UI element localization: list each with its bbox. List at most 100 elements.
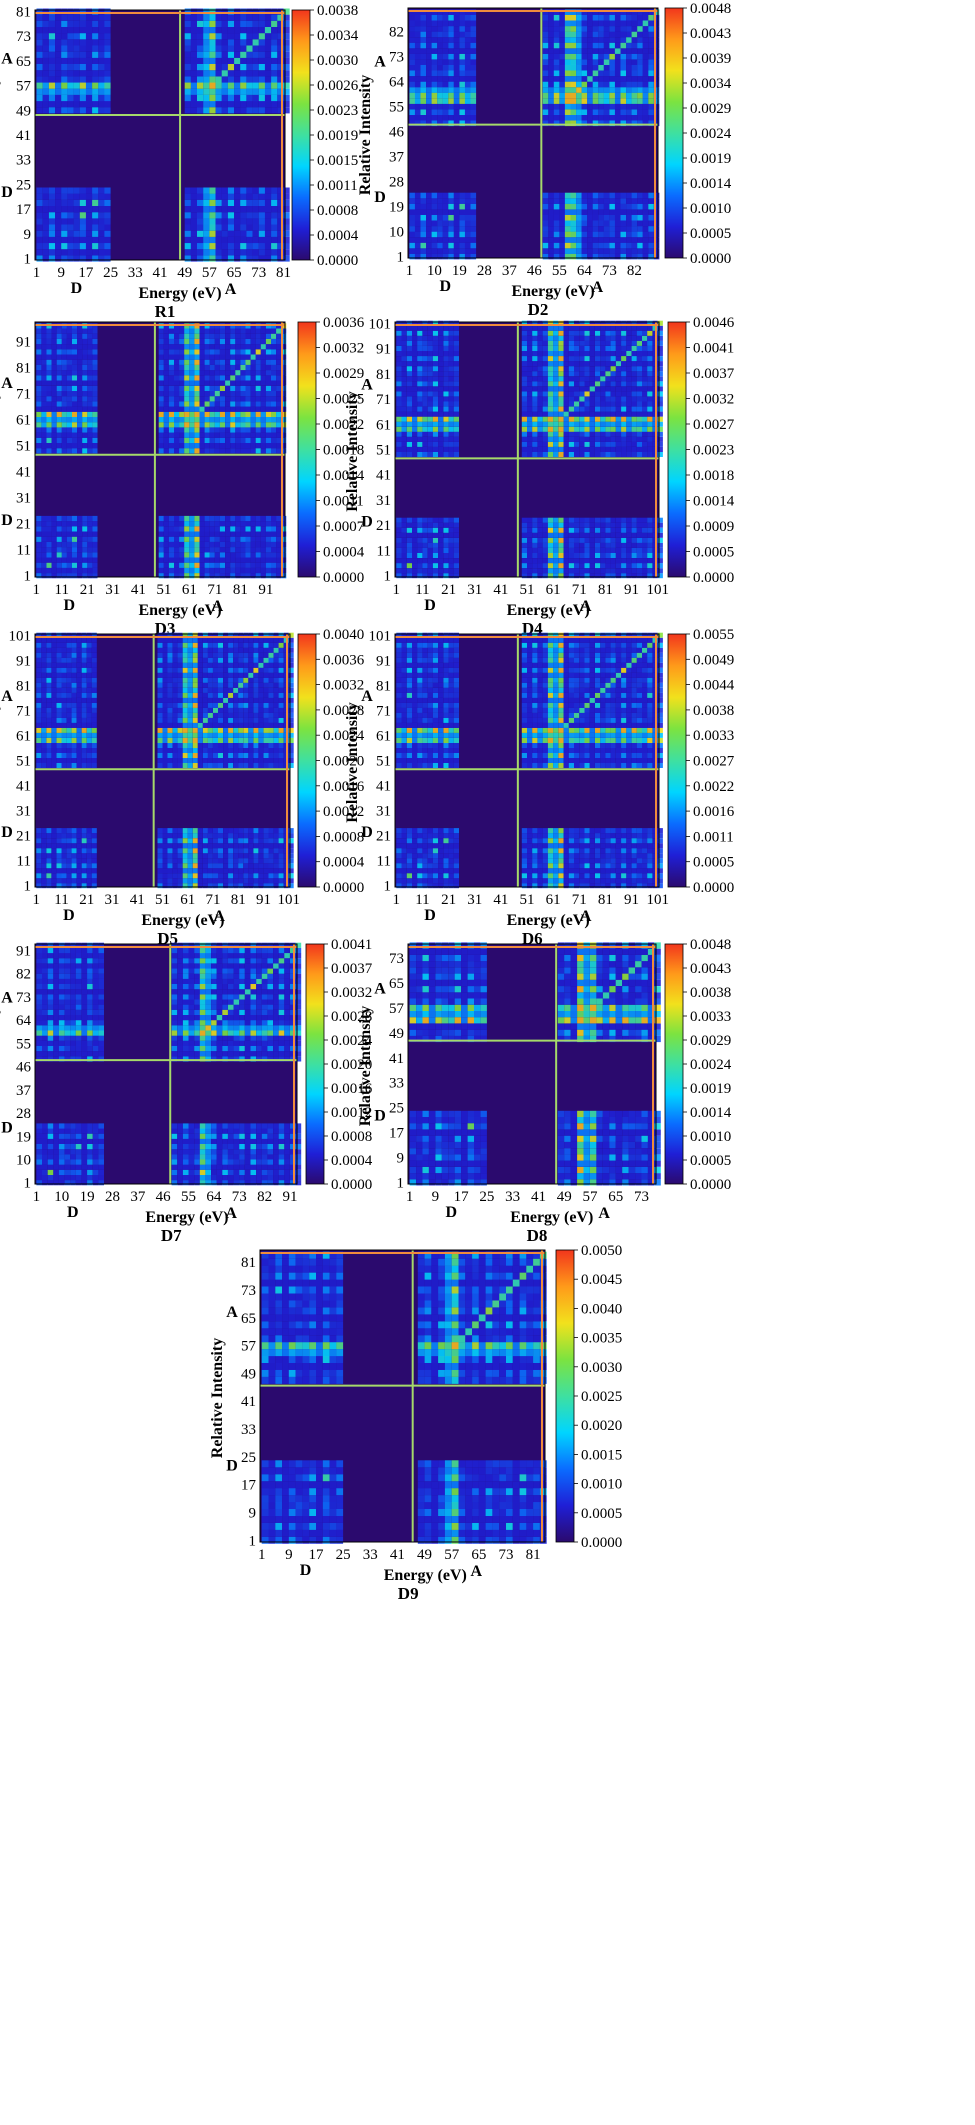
heatmap-cell [626,436,632,442]
heatmap-cell [581,92,588,99]
heatmap-cell [553,31,560,38]
heatmap-cell [576,114,582,121]
heatmap-cell [158,396,164,402]
heatmap-cell [527,351,533,356]
heatmap-cell [174,547,180,553]
heatmap-cell [417,356,423,362]
heatmap-cell [532,421,538,427]
heatmap-cell [82,531,88,537]
heatmap-cell [427,356,433,362]
heatmap-cell [448,391,454,397]
heatmap-cell [631,198,638,204]
heatmap-cell [87,567,93,574]
heatmap-cell [36,328,42,334]
heatmap-cell [579,386,585,392]
heatmap-cell [271,557,277,563]
heatmap-cell [532,416,538,422]
heatmap-cell [219,364,225,371]
heatmap-cell [189,552,195,558]
heatmap-cell [598,226,604,232]
heatmap-cell [615,558,622,564]
heatmap-cell [600,351,606,356]
heatmap-cell [537,411,543,417]
heatmap-cell [417,568,423,574]
heatmap-cell [55,249,62,256]
heatmap-cell [464,226,471,232]
heatmap-cell [614,103,621,110]
heatmap-cell [422,568,428,574]
heatmap-cell [204,354,210,360]
heatmap-cell [564,42,571,49]
heatmap-cell [464,237,471,243]
heatmap-cell [265,557,271,563]
heatmap-cell [459,92,465,99]
heatmap-cell [603,76,610,82]
heatmap-cell [647,351,653,356]
heatmap-cell [219,562,225,568]
heatmap-cell [245,344,251,350]
heatmap-cell [36,573,42,579]
heatmap-cell [448,452,454,457]
heatmap-cell [636,537,642,543]
heatmap-cell [432,542,439,548]
heatmap-cell [648,248,654,254]
heatmap-cell [66,567,72,574]
heatmap-cell [409,48,415,54]
heatmap-cell [48,20,56,27]
heatmap-cell [61,375,67,381]
heatmap-cell [158,552,164,558]
heatmap-cell [631,356,637,362]
heatmap-cell [414,214,421,221]
heatmap-cell [225,349,231,355]
heatmap-cell [98,45,105,52]
heatmap-cell [589,411,595,417]
heatmap-cell [448,356,454,362]
heatmap-cell [189,437,195,443]
heatmap-cell [542,381,548,387]
heatmap-cell [67,94,74,102]
heatmap-cell [615,447,622,452]
heatmap-cell [265,443,271,449]
heatmap-cell [581,14,588,21]
heatmap-cell [73,224,80,231]
heatmap-cell [527,335,533,341]
heatmap-cell [564,9,571,15]
heatmap-cell [250,536,256,542]
heatmap-cell [234,8,241,15]
heatmap-cell [637,231,643,238]
heatmap-cell [648,76,654,82]
heatmap-cell [46,328,52,334]
heatmap-cell [230,391,236,397]
heatmap-cell [631,42,638,49]
heatmap-cell [420,98,427,104]
heatmap-cell [631,320,637,326]
heatmap-cell [626,447,632,452]
heatmap-cell [234,82,241,89]
heatmap-cell [432,436,439,442]
heatmap-cell [240,193,247,200]
heatmap-cell [587,237,593,243]
heatmap-cell [174,437,180,443]
heatmap-cell [250,375,256,381]
heatmap-cell [66,338,72,345]
heatmap-cell [406,436,412,442]
heatmap-cell [431,120,438,127]
heatmap-cell [610,522,616,528]
heatmap-cell [194,411,200,417]
heatmap-cell [240,14,247,21]
heatmap-cell [209,396,215,402]
heatmap-cell [542,522,548,528]
heatmap-cell [414,114,421,121]
heatmap-cell [190,88,198,95]
heatmap-cell [82,562,88,568]
heatmap-cell [46,567,52,574]
heatmap-cell [547,553,554,558]
heatmap-cell [179,427,185,433]
heatmap-cell [56,443,62,449]
heatmap-cell [240,224,247,231]
heatmap-cell [271,333,277,339]
heatmap-cell [230,448,236,454]
heatmap-cell [542,553,548,558]
heatmap-cell [584,522,590,528]
heatmap-cell [203,236,210,244]
